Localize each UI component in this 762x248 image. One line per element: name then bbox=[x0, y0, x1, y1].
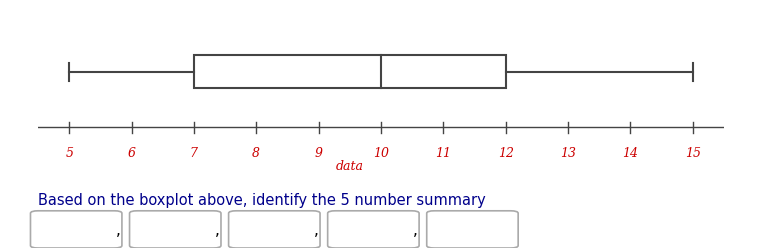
Text: ,: , bbox=[215, 223, 219, 238]
FancyBboxPatch shape bbox=[194, 56, 506, 88]
Text: 10: 10 bbox=[373, 147, 389, 160]
Text: 5: 5 bbox=[66, 147, 73, 160]
Text: 12: 12 bbox=[498, 147, 514, 160]
Text: ,: , bbox=[116, 223, 120, 238]
Text: 15: 15 bbox=[685, 147, 701, 160]
Text: 7: 7 bbox=[190, 147, 198, 160]
Text: 11: 11 bbox=[435, 147, 451, 160]
Text: 13: 13 bbox=[560, 147, 576, 160]
Text: Based on the boxplot above, identify the 5 number summary: Based on the boxplot above, identify the… bbox=[38, 193, 486, 208]
Text: data: data bbox=[336, 159, 363, 173]
Text: ,: , bbox=[413, 223, 418, 238]
Text: ,: , bbox=[314, 223, 319, 238]
Text: 8: 8 bbox=[252, 147, 261, 160]
Text: 6: 6 bbox=[127, 147, 136, 160]
Text: 9: 9 bbox=[315, 147, 322, 160]
Text: 14: 14 bbox=[623, 147, 639, 160]
